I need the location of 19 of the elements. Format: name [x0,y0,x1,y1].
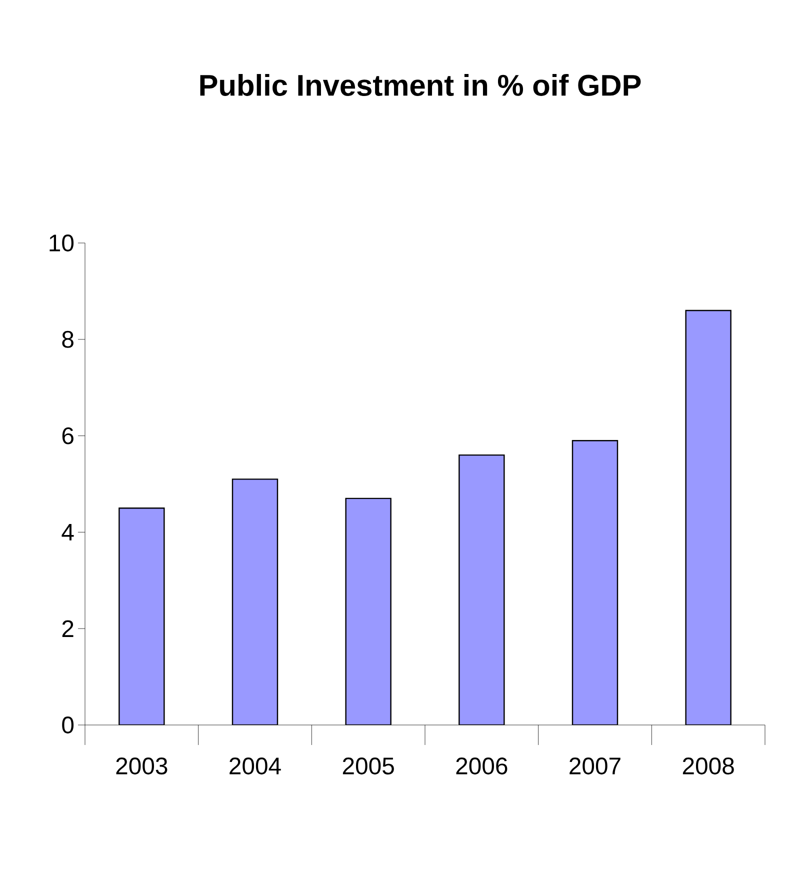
y-tick-label: 8 [62,330,74,348]
y-tick-label: 2 [62,620,74,637]
x-tick-label: 2003 [116,758,168,774]
chart-title: Public Investment in % oif GDP [200,74,641,96]
x-tick-label: 2006 [456,758,508,774]
bar [458,454,505,725]
x-tick-label: 2008 [682,758,734,774]
x-tick-label: 2004 [230,758,281,774]
y-tick-label: 0 [62,716,74,734]
bar [345,498,392,725]
x-tick-label: 2005 [342,758,394,774]
y-tick-label: 10 [50,234,74,252]
x-tick-label: 2007 [570,758,620,774]
y-tick-label: 6 [62,427,74,444]
bar [572,440,618,725]
bar [118,507,165,725]
y-tick-label: 4 [62,524,74,540]
bar [232,478,278,725]
bar [685,310,732,725]
